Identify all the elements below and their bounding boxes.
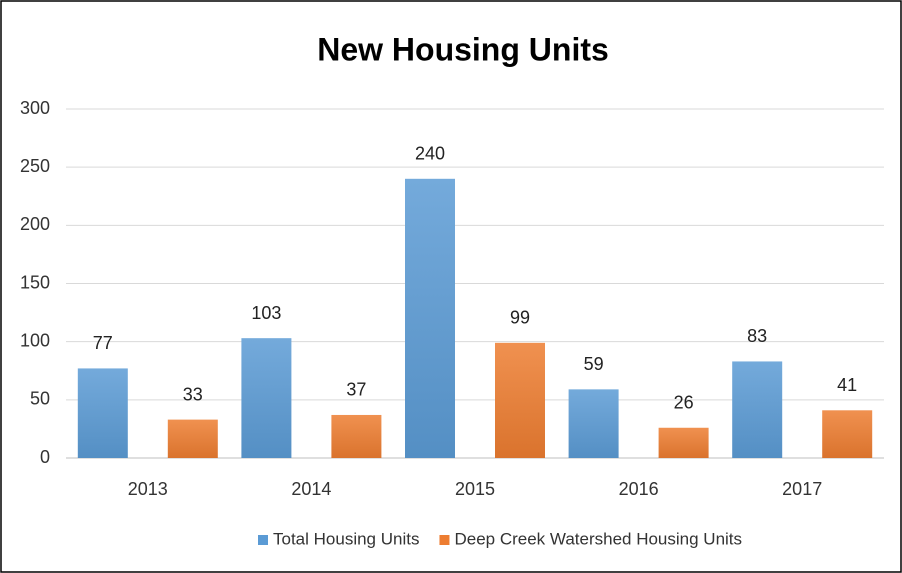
bar [822, 410, 873, 458]
bar [331, 414, 382, 458]
legend-swatch [258, 535, 268, 545]
chart-title: New Housing Units [317, 31, 609, 67]
data-label: 99 [510, 308, 530, 328]
x-tick-label: 2016 [619, 479, 659, 499]
data-label: 77 [93, 333, 113, 353]
data-label: 59 [584, 354, 604, 374]
data-label: 83 [747, 326, 767, 346]
data-label: 37 [346, 380, 366, 400]
y-tick-label: 250 [20, 156, 50, 176]
bar [77, 368, 128, 458]
legend-swatch [439, 535, 450, 545]
y-tick-label: 0 [40, 447, 50, 467]
y-tick-label: 200 [20, 214, 50, 234]
legend-label: Deep Creek Watershed Housing Units [454, 529, 742, 548]
y-tick-label: 300 [20, 98, 50, 118]
bar [658, 427, 709, 458]
y-tick-label: 50 [30, 389, 50, 409]
bar [241, 338, 292, 458]
legend-label: Total Housing Units [273, 529, 419, 548]
y-tick-label: 100 [20, 330, 50, 350]
data-label: 26 [674, 393, 694, 413]
bar [167, 419, 218, 458]
data-label: 240 [415, 144, 445, 164]
y-tick-label: 150 [20, 272, 50, 292]
bar [405, 178, 455, 459]
data-label: 41 [837, 375, 857, 395]
x-tick-label: 2017 [782, 479, 822, 499]
x-tick-label: 2013 [128, 479, 168, 499]
x-tick-label: 2014 [291, 479, 331, 499]
x-tick-label: 2015 [455, 479, 495, 499]
bar [568, 389, 619, 458]
data-label: 103 [251, 303, 281, 323]
data-label: 33 [183, 384, 203, 404]
bar [732, 361, 783, 458]
bar [495, 342, 545, 458]
